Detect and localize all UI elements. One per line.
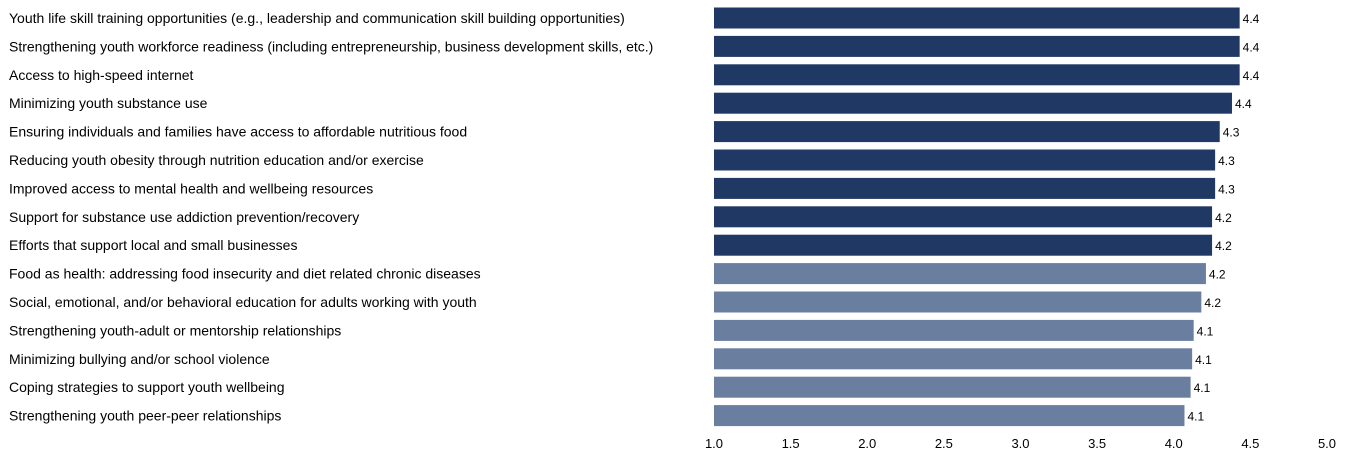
category-label: Coping strategies to support youth wellb… — [9, 379, 285, 395]
x-tick-label: 1.5 — [782, 436, 800, 451]
category-labels: Youth life skill training opportunities … — [9, 10, 653, 424]
data-label: 4.3 — [1223, 126, 1240, 140]
category-label: Support for substance use addiction prev… — [9, 209, 359, 225]
data-label: 4.2 — [1209, 268, 1226, 282]
x-tick-label: 2.5 — [935, 436, 953, 451]
bar — [714, 291, 1202, 313]
data-label: 4.3 — [1218, 182, 1235, 196]
data-label: 4.2 — [1204, 296, 1221, 310]
category-label: Food as health: addressing food insecuri… — [9, 266, 481, 282]
x-axis: 1.0 1.5 2.0 2.5 3.0 3.5 4.0 4.5 5.0 — [705, 436, 1336, 451]
category-label: Youth life skill training opportunities … — [9, 10, 625, 26]
category-label: Minimizing youth substance use — [9, 95, 208, 111]
data-label: 4.2 — [1215, 239, 1232, 253]
category-label: Access to high-speed internet — [9, 67, 194, 83]
x-tick-label: 1.0 — [705, 436, 723, 451]
data-label: 4.1 — [1197, 324, 1214, 338]
x-tick-label: 5.0 — [1318, 436, 1336, 451]
bar — [714, 7, 1240, 29]
bar — [714, 376, 1191, 398]
data-label: 4.1 — [1194, 381, 1211, 395]
data-label: 4.4 — [1243, 40, 1260, 54]
bar — [714, 206, 1213, 228]
data-label: 4.4 — [1243, 69, 1260, 83]
bar — [714, 319, 1194, 341]
category-label: Reducing youth obesity through nutrition… — [9, 152, 424, 168]
data-label: 4.4 — [1243, 12, 1260, 26]
data-label: 4.2 — [1215, 211, 1232, 225]
bar — [714, 263, 1206, 285]
x-tick-label: 3.0 — [1011, 436, 1029, 451]
bar — [714, 92, 1232, 114]
category-label: Strengthening youth-adult or mentorship … — [9, 322, 341, 338]
bar — [714, 121, 1220, 143]
value-labels: 4.4 4.4 4.4 4.4 4.3 4.3 4.3 4.2 4.2 4.2 4.2 4.1 4.1 4… — [1187, 12, 1259, 424]
bar — [714, 64, 1240, 86]
x-tick-label: 2.0 — [858, 436, 876, 451]
bar — [714, 149, 1216, 171]
x-tick-label: 4.0 — [1165, 436, 1183, 451]
data-label: 4.1 — [1195, 353, 1212, 367]
category-label: Improved access to mental health and wel… — [9, 180, 373, 196]
category-label: Strengthening youth peer-peer relationsh… — [9, 408, 281, 424]
data-label: 4.1 — [1187, 410, 1204, 424]
category-label: Efforts that support local and small bus… — [9, 237, 297, 253]
category-label: Strengthening youth workforce readiness … — [9, 38, 653, 54]
category-label: Ensuring individuals and families have a… — [9, 124, 467, 140]
bar — [714, 348, 1193, 370]
bar — [714, 234, 1213, 256]
x-tick-label: 4.5 — [1241, 436, 1259, 451]
category-label: Minimizing bullying and/or school violen… — [9, 351, 270, 367]
bar — [714, 35, 1240, 57]
data-label: 4.3 — [1218, 154, 1235, 168]
bars — [714, 7, 1240, 427]
bar — [714, 177, 1216, 199]
bar — [714, 405, 1185, 427]
x-tick-label: 3.5 — [1088, 436, 1106, 451]
category-label: Social, emotional, and/or behavioral edu… — [9, 294, 477, 310]
data-label: 4.4 — [1235, 97, 1252, 111]
